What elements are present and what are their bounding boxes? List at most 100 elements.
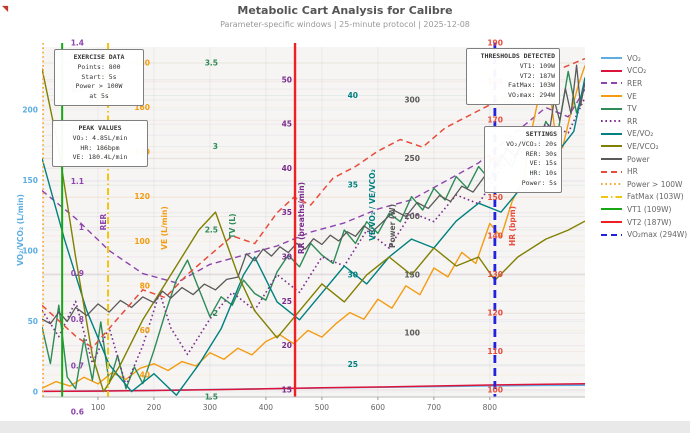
y-tick-label-hr: 190 <box>487 39 503 48</box>
legend-line-swatch <box>601 128 622 140</box>
legend-item: VE <box>601 90 687 103</box>
exercise-data-box: EXERCISE DATA Points: 800 Start: 5s Powe… <box>54 49 144 106</box>
y-tick-label-tv: 3 <box>213 142 218 151</box>
legend-label: VO₂ <box>627 53 641 63</box>
legend-label: VE/VO₂ <box>627 129 654 139</box>
threshold-line: VT2: 187W <box>519 71 555 80</box>
legend-line-swatch <box>601 153 622 165</box>
legend-item: FatMax (103W) <box>601 191 687 204</box>
legend-item: RER <box>601 77 687 90</box>
legend-line-swatch <box>601 52 622 64</box>
chart-legend: VO₂ VCO₂ RER VE TV RR VE/VO₂ VE/VCO₂ Power HR Powe… <box>601 52 687 241</box>
x-tick-label: 600 <box>371 403 386 412</box>
legend-label: FatMax (103W) <box>627 192 684 202</box>
legend-label: Power > 100W <box>627 179 683 189</box>
legend-label: RER <box>627 78 643 88</box>
series-VE/VCO2 <box>42 68 585 393</box>
axis-title-power: Power (W) <box>388 203 397 249</box>
threshold-line: FatMax: 103W <box>508 81 555 90</box>
legend-line-swatch <box>601 65 622 77</box>
legend-item: VCO₂ <box>601 65 687 78</box>
y-tick-label-vevo2: 40 <box>348 91 358 100</box>
legend-line-swatch <box>601 103 622 115</box>
y-tick-label-vo2: 150 <box>22 176 38 185</box>
legend-line-swatch <box>601 115 622 127</box>
legend-label: VE/VCO₂ <box>627 141 659 151</box>
axis-title-ve: VE (L/min) <box>160 206 169 250</box>
series-VCO2 <box>42 382 585 393</box>
y-tick-label-ve: 120 <box>134 192 150 201</box>
cropped-corner-mark: ◥ <box>2 4 9 13</box>
y-tick-label-rr: 25 <box>282 297 292 306</box>
y-tick-label-rer: 0.6 <box>71 407 84 416</box>
page-background-strip <box>0 421 690 433</box>
y-tick-label-power: 200 <box>404 212 420 221</box>
settings-line: RER: 30s <box>525 149 557 158</box>
legend-item: VO₂ <box>601 52 687 65</box>
y-tick-label-hr: 140 <box>487 231 503 240</box>
y-tick-label-ve: 100 <box>134 237 150 246</box>
legend-item: Power > 100W <box>601 178 687 191</box>
y-tick-label-ve: 160 <box>134 103 150 112</box>
y-tick-label-tv: 2.5 <box>205 226 218 235</box>
chart-header: Metabolic Cart Analysis for Calibre Para… <box>0 4 690 29</box>
legend-label: VT2 (187W) <box>627 217 672 227</box>
legend-label: VO₂max (294W) <box>627 230 688 240</box>
y-tick-label-vo2: 200 <box>22 105 38 114</box>
series-VE/VO2 <box>42 77 585 396</box>
y-tick-label-vo2: 100 <box>22 246 38 255</box>
y-tick-label-ve: 80 <box>140 281 150 290</box>
peak-values-line: HR: 186bpm <box>80 143 120 152</box>
settings-title: SETTINGS <box>525 130 557 138</box>
peak-values-line: VO₂: 4.85L/min <box>72 133 128 142</box>
y-tick-label-hr: 170 <box>487 116 503 125</box>
chart-title: Metabolic Cart Analysis for Calibre <box>237 4 453 17</box>
y-tick-label-vo2: 50 <box>28 317 38 326</box>
settings-line: VE: 15s <box>529 159 557 168</box>
legend-line-swatch <box>601 90 622 102</box>
axis-title-rr: RR (breaths/min) <box>297 181 306 255</box>
x-tick-label: 700 <box>427 403 442 412</box>
legend-item: VE/VO₂ <box>601 128 687 141</box>
x-tick-label: 200 <box>147 403 162 412</box>
y-tick-label-rer: 0.7 <box>71 361 84 370</box>
legend-item: Power <box>601 153 687 166</box>
settings-line: VO₂/VCO₂: 20s <box>506 139 557 148</box>
y-tick-label-rer: 1.4 <box>71 38 84 47</box>
axis-title-vo2: VO₂/VCO₂ (L/min) <box>16 194 25 266</box>
y-tick-label-rr: 45 <box>282 120 292 129</box>
y-tick-label-rr: 40 <box>282 164 292 173</box>
exercise-data-line: at 5s <box>89 92 109 100</box>
exercise-data-line: Power > 100W <box>75 82 123 91</box>
y-tick-label-vo2: 0 <box>33 388 38 397</box>
legend-item: HR <box>601 165 687 178</box>
x-tick-label: 300 <box>203 403 218 412</box>
legend-line-swatch <box>601 203 622 215</box>
legend-item: RR <box>601 115 687 128</box>
legend-item: VO₂max (294W) <box>601 228 687 241</box>
y-tick-label-vevo2: 30 <box>348 270 358 279</box>
legend-label: TV <box>627 104 637 114</box>
y-tick-label-hr: 150 <box>487 193 503 202</box>
peak-values-box: PEAK VALUES VO₂: 4.85L/min HR: 186bpm VE… <box>52 120 148 167</box>
y-tick-label-rr: 15 <box>282 385 292 394</box>
legend-line-swatch <box>601 229 622 241</box>
y-tick-label-tv: 3.5 <box>205 59 218 68</box>
y-tick-label-vevo2: 25 <box>348 360 358 369</box>
series-RR <box>42 97 585 387</box>
legend-label: RR <box>627 116 638 126</box>
x-tick-label: 800 <box>483 403 498 412</box>
exercise-data-title: EXERCISE DATA <box>73 53 125 61</box>
x-tick-label: 400 <box>259 403 274 412</box>
y-tick-label-rr: 20 <box>282 341 292 350</box>
y-tick-label-hr: 110 <box>487 347 503 356</box>
settings-line: HR: 10s <box>529 169 557 177</box>
chart-subtitle: Parameter-specific windows | 25-minute p… <box>220 20 470 29</box>
y-tick-label-power: 250 <box>404 154 420 163</box>
peak-values-title: PEAK VALUES <box>78 124 122 132</box>
y-tick-label-vevo2: 35 <box>348 181 358 190</box>
y-tick-label-ve: 60 <box>140 326 150 335</box>
legend-line-swatch <box>601 216 622 228</box>
threshold-line: VT1: 109W <box>519 61 555 70</box>
